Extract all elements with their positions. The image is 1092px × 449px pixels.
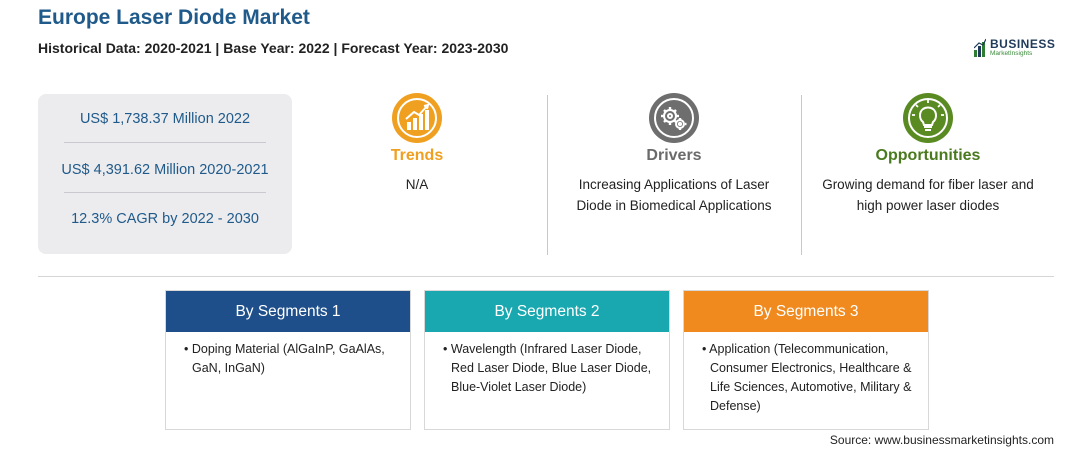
logo-sub-text: MarketInsights bbox=[990, 50, 1033, 58]
segment-title: By Segments 1 bbox=[166, 291, 410, 332]
segment-title: By Segments 3 bbox=[684, 291, 928, 332]
stat-divider bbox=[64, 192, 266, 193]
segment-item-text: Doping Material (AlGaInP, GaAlAs, GaN, I… bbox=[191, 342, 385, 375]
stat-cagr: 12.3% CAGR by 2022 - 2030 bbox=[71, 211, 259, 227]
bar-chart-logo-icon bbox=[974, 38, 986, 58]
column-divider bbox=[801, 95, 802, 255]
brand-logo[interactable]: BUSINESS MarketInsights bbox=[974, 36, 1064, 60]
segment-list-item: • Wavelength (Infrared Laser Diode, Red … bbox=[443, 342, 652, 394]
segment-body: • Doping Material (AlGaInP, GaAlAs, GaN,… bbox=[166, 332, 410, 378]
segment-body: • Application (Telecommunication, Consum… bbox=[684, 332, 928, 416]
segment-body: • Wavelength (Infrared Laser Diode, Red … bbox=[425, 332, 669, 397]
section-divider bbox=[38, 276, 1054, 277]
gears-icon bbox=[648, 92, 700, 144]
drivers-text-line: Diode in Biomedical Applications bbox=[576, 198, 772, 213]
lightbulb-icon bbox=[902, 92, 954, 144]
stat-market-size-historical: US$ 4,391.62 Million 2020-2021 bbox=[61, 162, 269, 178]
source-link[interactable]: Source: www.businessmarketinsights.com bbox=[829, 433, 1054, 447]
stat-divider bbox=[64, 142, 266, 143]
drivers-text: Increasing Applications of Laser Diode i… bbox=[548, 174, 800, 216]
logo-main-text: BUSINESS bbox=[990, 37, 1056, 52]
opportunities-text: Growing demand for fiber laser and high … bbox=[804, 174, 1052, 216]
opportunities-column: Opportunities Growing demand for fiber l… bbox=[804, 92, 1052, 216]
stats-panel: US$ 1,738.37 Million 2022 US$ 4,391.62 M… bbox=[38, 94, 292, 254]
drivers-label: Drivers bbox=[646, 147, 702, 164]
segment-card-1: By Segments 1 • Doping Material (AlGaInP… bbox=[165, 290, 411, 430]
trends-column: Trends N/A bbox=[312, 92, 522, 195]
segment-list-item: • Doping Material (AlGaInP, GaAlAs, GaN,… bbox=[184, 342, 385, 375]
segment-list-item: • Application (Telecommunication, Consum… bbox=[702, 342, 912, 413]
opportunities-text-line: Growing demand for fiber laser and bbox=[822, 177, 1034, 192]
segment-item-text: Application (Telecommunication, Consumer… bbox=[709, 342, 912, 413]
column-divider bbox=[547, 95, 548, 255]
page-title: Europe Laser Diode Market bbox=[38, 6, 310, 29]
page-subtitle: Historical Data: 2020-2021 | Base Year: … bbox=[38, 40, 509, 56]
segment-item-text: Wavelength (Infrared Laser Diode, Red La… bbox=[450, 342, 652, 394]
opportunities-text-line: high power laser diodes bbox=[856, 198, 1000, 213]
segment-card-2: By Segments 2 • Wavelength (Infrared Las… bbox=[424, 290, 670, 430]
trends-text: N/A bbox=[405, 177, 429, 192]
segment-card-3: By Segments 3 • Application (Telecommuni… bbox=[683, 290, 929, 430]
trends-label: Trends bbox=[390, 147, 444, 164]
drivers-column: Drivers Increasing Applications of Laser… bbox=[548, 92, 800, 216]
drivers-text-line: Increasing Applications of Laser bbox=[578, 177, 770, 192]
opportunities-label: Opportunities bbox=[875, 147, 981, 164]
growth-chart-icon bbox=[391, 92, 443, 144]
segment-title: By Segments 2 bbox=[425, 291, 669, 332]
stat-market-size-2022: US$ 1,738.37 Million 2022 bbox=[79, 111, 251, 127]
